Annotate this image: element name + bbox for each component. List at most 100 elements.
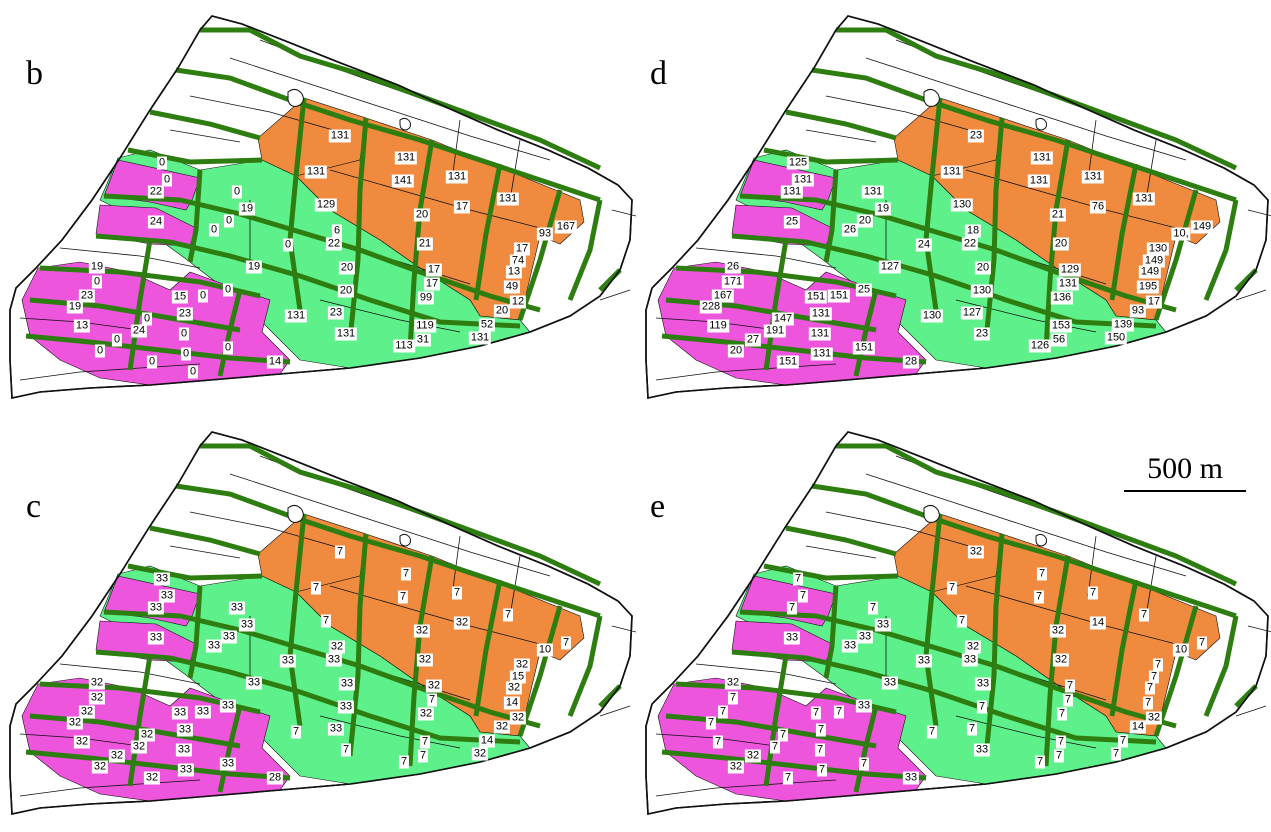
parcel-value-label: 33 <box>219 757 237 771</box>
panel-label: b <box>26 55 43 92</box>
parcel-value-label: 7 <box>976 700 988 714</box>
parcel-value-label: 32 <box>724 676 742 690</box>
parcel-value-label: 0 <box>94 344 106 358</box>
map-panel-d: d 23 131 131 131 131 131 76 21 10, 149 20 130 149 149… <box>636 0 1271 416</box>
parcel-value-label: 7 <box>417 749 429 763</box>
parcel-value-label: 7 <box>1034 755 1046 769</box>
parcel-value-label: 10 <box>1172 643 1190 657</box>
parcel-value-label: 7 <box>956 614 968 628</box>
parcel-value-label: 195 <box>1136 280 1160 294</box>
parcel-value-label: 32 <box>108 749 126 763</box>
parcel-border <box>955 715 1097 749</box>
parcel-value-label: 21 <box>1049 208 1067 222</box>
drainage-channel <box>217 705 243 793</box>
parcel-value-label: 52 <box>478 318 496 332</box>
parcel-value-label: 32 <box>1052 653 1070 667</box>
drainage-channel <box>473 163 503 301</box>
parcel-value-label: 7 <box>1056 707 1068 721</box>
drainage-channel <box>187 169 203 263</box>
parcel-value-label: 7 <box>966 722 978 736</box>
parcel-value-label: 27 <box>744 333 762 347</box>
parcel-value-label: 0 <box>208 223 220 237</box>
parcel-value-label: 10, <box>1171 227 1191 241</box>
parcel-value-label: 33 <box>228 601 246 615</box>
parcel-value-label: 131 <box>808 327 832 341</box>
parcel-value-label: 7 <box>1055 735 1067 749</box>
parcel-value-label: 32 <box>727 760 745 774</box>
parcel-value-label: 14 <box>266 355 284 369</box>
parcel-value-label: 149 <box>1138 265 1162 279</box>
parcel-value-label: 7 <box>426 693 438 707</box>
parcel-value-label: 131 <box>496 192 520 206</box>
parcel-border <box>329 169 541 229</box>
parcel-value-label: 191 <box>763 324 787 338</box>
parcel-value-label: 99 <box>417 291 435 305</box>
parcel-value-label: 131 <box>1132 192 1156 206</box>
drainage-channel <box>187 585 203 679</box>
parcel-value-label: 93 <box>1129 304 1147 318</box>
drainage-channel <box>661 333 927 365</box>
drainage-channel <box>853 289 879 377</box>
drainage-channel <box>1153 189 1199 321</box>
drainage-channel <box>567 199 603 301</box>
parcel-value-label: 32 <box>505 681 523 695</box>
parcel-value-label: 32 <box>138 728 156 742</box>
parcel-value-label: 32 <box>88 676 106 690</box>
pond-outline <box>1035 117 1047 131</box>
parcel-value-label: 33 <box>171 706 189 720</box>
parcel-value-label: 228 <box>699 300 723 314</box>
drainage-channel <box>823 169 839 263</box>
scale-bar-label: 500 m <box>1147 452 1223 485</box>
parcel-border <box>189 95 341 133</box>
parcel-value-label: 7 <box>814 743 826 757</box>
parcel-value-label: 22 <box>961 237 979 251</box>
pond-outline <box>923 504 940 523</box>
parcel-value-label: 129 <box>1058 263 1082 277</box>
parcel-value-label: 56 <box>1050 333 1068 347</box>
parcel-value-label: 33 <box>177 763 195 777</box>
parcel-border <box>805 545 877 559</box>
parcel-value-label: 20 <box>727 344 745 358</box>
parcel-value-label: 7 <box>815 723 827 737</box>
parcel-value-label: 33 <box>881 676 899 690</box>
parcel-value-label: 19 <box>245 260 263 274</box>
pond-outline <box>399 533 411 547</box>
parcel-value-label: 22 <box>147 185 165 199</box>
parcel-value-label: 14 <box>1129 720 1147 734</box>
parcel-value-label: 7 <box>705 716 717 730</box>
drainage-channel <box>763 239 789 371</box>
parcel-value-label: 0 <box>231 185 243 199</box>
parcel-value-label: 33 <box>175 743 193 757</box>
parcel-value-label: 17 <box>423 277 441 291</box>
parcel-value-label: 0 <box>223 214 235 228</box>
drainage-channel <box>785 109 897 141</box>
parcel-value-label: 32 <box>513 658 531 672</box>
parcel-value-label: 93 <box>536 227 554 241</box>
parcel-value-label: 131 <box>940 165 964 179</box>
drainage-channel <box>287 513 307 727</box>
parcel-value-label: 28 <box>266 771 284 785</box>
parcel-value-label: 32 <box>509 711 527 725</box>
drainage-channel <box>983 117 1005 341</box>
parcel-value-label: 17 <box>425 263 443 277</box>
parcel-value-label: 7 <box>560 636 572 650</box>
parcel-border <box>695 247 837 269</box>
parcel-value-label: 33 <box>855 699 873 713</box>
parcel-value-label: 7 <box>797 589 809 603</box>
parcel-value-label: 17 <box>513 242 531 256</box>
parcel-value-label: 119 <box>414 319 436 333</box>
parcel-value-label: 33 <box>973 743 991 757</box>
parcel-value-label: 18 <box>964 224 982 238</box>
drainage-channel <box>29 297 241 333</box>
parcel-value-label: 113 <box>393 339 415 353</box>
parcel-border <box>19 363 201 381</box>
drainage-channel <box>29 713 241 749</box>
parcel-value-label: 151 <box>852 341 876 355</box>
parcel-value-label: 130 <box>1146 242 1170 256</box>
parcel-value-label: 17 <box>453 200 471 214</box>
parcel-value-label: 131 <box>791 173 815 187</box>
parcel-value-label: 21 <box>416 237 434 251</box>
parcel-border <box>1235 289 1267 301</box>
parcel-value-label: 7 <box>926 725 938 739</box>
parcel-value-label: 33 <box>220 630 238 644</box>
